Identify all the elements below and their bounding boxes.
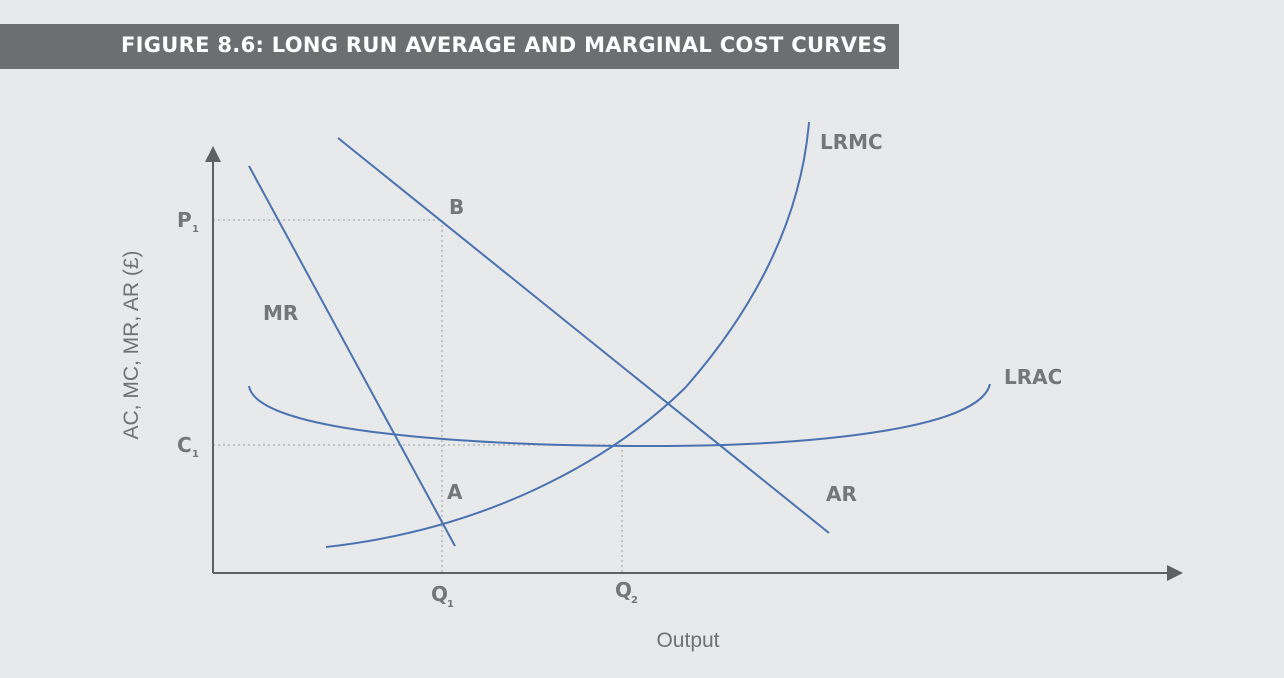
lrac-label: LRAC	[1004, 365, 1062, 389]
svg-text:1: 1	[192, 224, 199, 235]
svg-text:Q: Q	[431, 582, 448, 606]
c1-tick-label: C 1	[177, 433, 199, 460]
figure-title: FIGURE 8.6: LONG RUN AVERAGE AND MARGINA…	[121, 33, 888, 57]
lrmc-curve	[325, 121, 810, 548]
mr-label: MR	[263, 301, 298, 325]
svg-text:Q: Q	[615, 578, 632, 602]
svg-text:C: C	[177, 433, 192, 457]
svg-text:1: 1	[447, 599, 454, 610]
ar-curve	[337, 137, 830, 534]
point-b-label: B	[449, 195, 464, 219]
svg-text:1: 1	[192, 449, 199, 460]
svg-text:P: P	[177, 208, 192, 232]
svg-text:2: 2	[631, 595, 638, 606]
lrmc-label: LRMC	[820, 130, 883, 154]
ar-label: AR	[826, 482, 857, 506]
q2-tick-label: Q 2	[615, 578, 638, 606]
x-axis-title: Output	[656, 629, 719, 652]
point-a-label: A	[447, 480, 463, 504]
lrac-curve	[248, 383, 991, 448]
figure-banner: FIGURE 8.6: LONG RUN AVERAGE AND MARGINA…	[0, 24, 899, 69]
q1-tick-label: Q 1	[431, 582, 454, 610]
mr-curve	[248, 165, 456, 547]
p1-tick-label: P 1	[177, 208, 199, 235]
y-axis-title: AC, MC, MR, AR (£)	[120, 250, 143, 439]
